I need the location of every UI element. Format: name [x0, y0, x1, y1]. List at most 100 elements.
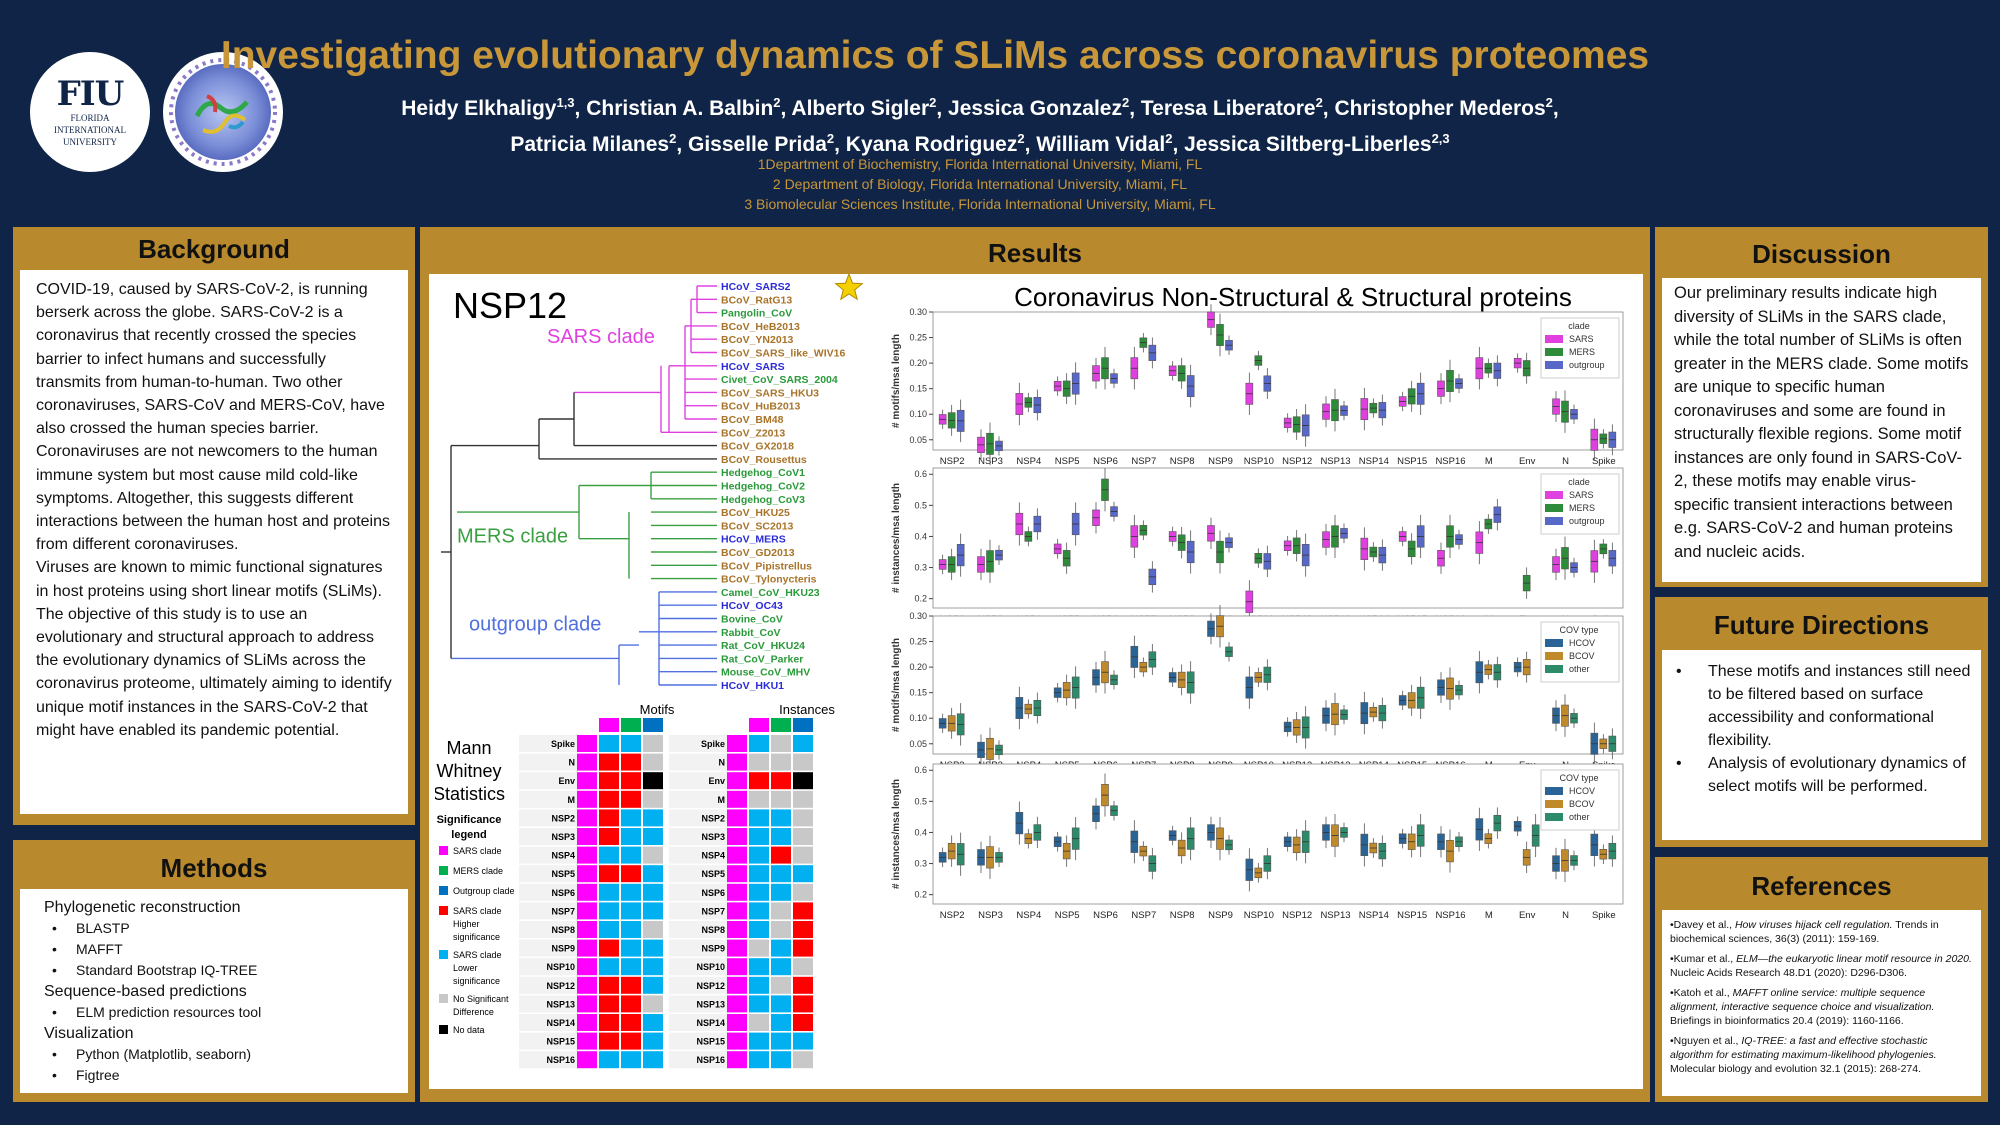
- results-heading: Results: [988, 238, 1082, 268]
- legend-swatch: [439, 886, 448, 895]
- motif-cell: [643, 883, 663, 901]
- legend-title: COV type: [1559, 625, 1598, 635]
- tree-taxon: HCoV_SARS2: [721, 281, 791, 293]
- x-tick-label: NSP7: [1131, 910, 1156, 921]
- row-label-bg: [519, 995, 591, 1013]
- coronavirus-image: [163, 52, 283, 172]
- instance-cell: [793, 753, 813, 771]
- legend-label: HCOV: [1569, 786, 1595, 796]
- row-label: NSP14: [696, 1018, 725, 1028]
- motif-cell: [643, 753, 663, 771]
- motif-cell: [577, 883, 597, 901]
- y-axis-label: # instances/msa length: [891, 779, 902, 889]
- legend-label: other: [1569, 664, 1590, 674]
- instance-cell: [749, 921, 769, 938]
- row-label-bg: [669, 883, 741, 901]
- motif-cell: [577, 958, 597, 976]
- y-tick-label: 0.2: [914, 594, 927, 604]
- star-icon: [834, 274, 864, 301]
- motif-cell: [599, 809, 619, 827]
- tree-taxon: BCoV_RatG13: [721, 294, 792, 306]
- motif-cell: [599, 772, 619, 790]
- x-tick-label: NSP8: [1170, 910, 1195, 921]
- x-tick-label: NSP14: [1359, 456, 1389, 467]
- legend-label: MERS: [1569, 347, 1595, 357]
- x-tick-label: NSP5: [1055, 456, 1080, 467]
- instance-cell: [793, 958, 813, 976]
- instance-cell: [727, 995, 747, 1013]
- legend-label: outgroup: [1569, 516, 1605, 526]
- x-tick-label: NSP5: [1055, 910, 1080, 921]
- motif-cell: [643, 809, 663, 827]
- instance-cell: [771, 735, 791, 752]
- affiliation: 2 Department of Biology, Florida Interna…: [772, 176, 1188, 192]
- row-label: Env: [708, 776, 725, 786]
- motif-cell: [577, 809, 597, 827]
- references-body: •Davey et al., How viruses hijack cell r…: [1662, 910, 1981, 1096]
- y-tick-label: 0.30: [909, 611, 927, 621]
- instance-cell: [771, 809, 791, 827]
- motif-cell: [599, 1032, 619, 1050]
- fiu-logo: FIU FLORIDA INTERNATIONAL UNIVERSITY: [30, 52, 150, 172]
- legend-label: MERS: [1569, 503, 1595, 513]
- motif-cell: [577, 921, 597, 938]
- instance-cell: [727, 735, 747, 752]
- instance-cell: [727, 939, 747, 957]
- motif-cell: [577, 902, 597, 920]
- instance-cell: [749, 828, 769, 845]
- motif-cell: [643, 921, 663, 938]
- tree-taxon: BCoV_SARS_like_WIV16: [721, 348, 845, 360]
- motif-cell: [621, 1032, 641, 1050]
- motif-cell: [621, 790, 641, 808]
- affiliations: 1Department of Biochemistry, Florida Int…: [300, 154, 1660, 214]
- motif-cell: [599, 865, 619, 883]
- reference-item: •Nguyen et al., IQ-TREE: a fast and effe…: [1670, 1035, 1937, 1075]
- instance-cell: [771, 976, 791, 994]
- outgroup-clade-label: outgroup clade: [469, 614, 601, 636]
- tree-taxon: HCoV_OC43: [721, 600, 783, 612]
- authors-line: Heidy Elkhaligy1,3, Christian A. Balbin2…: [401, 95, 1559, 120]
- x-tick-label: Spike: [1592, 910, 1616, 921]
- instance-cell: [771, 753, 791, 771]
- x-tick-label: NSP8: [1170, 456, 1195, 467]
- x-tick-label: N: [1562, 910, 1569, 921]
- motif-cell: [643, 1051, 663, 1069]
- mann-whitney-title: Statistics: [435, 784, 505, 804]
- instance-cell: [771, 1014, 791, 1031]
- instance-cell: [793, 1032, 813, 1050]
- legend-swatch: [1545, 335, 1563, 343]
- legend-label: BCOV: [1569, 799, 1595, 809]
- mers-clade-label: MERS clade: [457, 526, 568, 548]
- x-tick-label: NSP12: [1282, 456, 1312, 467]
- poster-title: Investigating evolutionary dynamics of S…: [220, 34, 1650, 77]
- legend-swatch: [1545, 787, 1563, 795]
- legend-swatch: [1545, 517, 1563, 525]
- y-tick-label: 0.2: [914, 890, 927, 900]
- mann-whitney-title: Mann: [446, 738, 491, 758]
- row-label-bg: [519, 1014, 591, 1031]
- instance-cell: [793, 921, 813, 938]
- instance-cell: [771, 846, 791, 864]
- legend-swatch: [1545, 361, 1563, 369]
- instance-cell: [749, 976, 769, 994]
- legend-label: outgroup: [1569, 360, 1605, 370]
- instance-cell: [793, 772, 813, 790]
- affiliation: 1Department of Biochemistry, Florida Int…: [757, 156, 1203, 172]
- row-label-bg: [669, 790, 741, 808]
- instance-cell: [727, 1014, 747, 1031]
- row-label: NSP16: [546, 1055, 575, 1065]
- tree-taxon: BCoV_Rousettus: [721, 454, 807, 466]
- motif-cell: [577, 828, 597, 845]
- tree-taxon: BCoV_HeB2013: [721, 321, 800, 333]
- sars-clade-label: SARS clade: [547, 326, 655, 348]
- x-tick-label: NSP14: [1359, 910, 1389, 921]
- tree-taxon: BCoV_YN2013: [721, 334, 794, 346]
- instance-cell: [771, 1051, 791, 1069]
- plot-frame: [932, 467, 1624, 609]
- instance-cell: [793, 939, 813, 957]
- motif-cell: [643, 939, 663, 957]
- row-label: N: [719, 758, 726, 768]
- motif-cell: [599, 976, 619, 994]
- instance-cell: [793, 995, 813, 1013]
- legend-label: Higher: [453, 919, 480, 929]
